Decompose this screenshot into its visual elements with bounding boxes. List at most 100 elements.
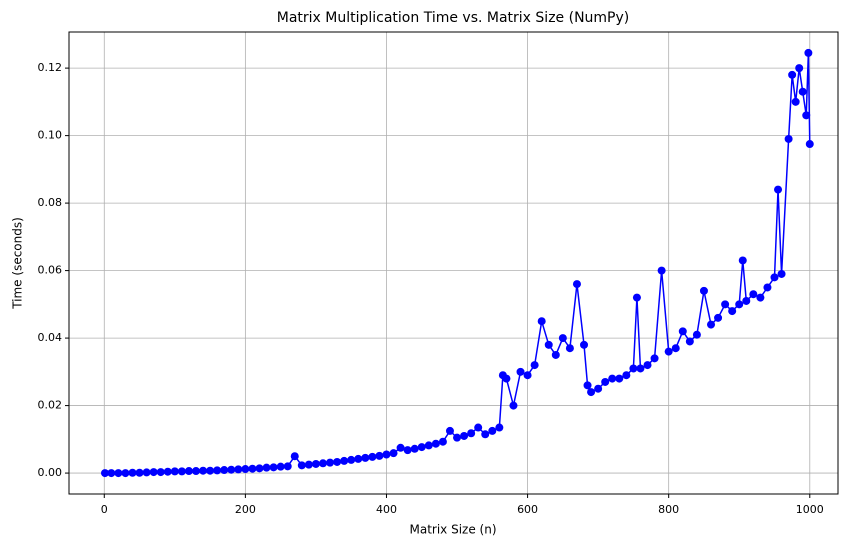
marker [798,87,807,96]
marker [735,300,744,309]
marker [403,446,412,455]
marker [474,423,483,432]
marker [467,429,476,438]
marker [333,457,342,466]
marker [523,371,532,380]
marker [396,443,405,452]
marker [191,467,200,476]
y-tick-label: 0.00 [38,466,63,479]
marker [269,463,278,472]
marker [121,469,130,478]
marker [135,468,144,477]
marker [714,313,723,322]
marker [763,283,772,292]
marker [742,296,751,305]
y-tick-label: 0.02 [38,399,63,412]
marker [650,354,659,363]
marker [382,450,391,459]
marker [678,327,687,336]
marker [580,340,589,349]
marker [509,401,518,410]
marker [671,344,680,353]
marker [177,467,186,476]
marker [756,293,765,302]
marker [368,452,377,461]
marker [558,334,567,343]
x-tick-label: 800 [658,503,679,516]
x-tick-label: 200 [235,503,256,516]
marker [163,467,172,476]
marker [657,266,666,275]
marker [795,64,804,73]
marker [495,423,504,432]
x-tick-label: 0 [101,503,108,516]
marker [583,381,592,390]
marker [777,269,786,278]
marker [770,273,779,282]
marker [220,466,229,475]
marker [805,140,814,149]
marker [227,465,236,474]
marker [453,433,462,442]
y-tick-label: 0.06 [38,264,63,277]
marker [721,300,730,309]
marker [290,452,299,461]
marker [431,439,440,448]
marker [488,426,497,435]
marker [738,256,747,265]
marker [347,455,356,464]
marker [354,454,363,463]
marker [707,320,716,329]
marker [728,307,737,316]
marker [615,374,624,383]
marker [375,451,384,460]
marker [128,468,137,477]
marker [100,469,109,478]
marker [587,388,596,397]
marker [622,371,631,380]
marker [234,465,243,474]
marker [389,449,398,458]
marker [276,462,285,471]
marker [241,465,250,474]
marker [248,464,257,473]
y-tick-label: 0.08 [38,196,63,209]
marker [410,444,419,453]
marker [784,134,793,143]
marker [184,467,193,476]
marker [749,290,758,299]
marker [516,367,525,376]
marker [199,466,208,475]
y-tick-label: 0.10 [38,129,63,142]
y-tick-label: 0.12 [38,61,63,74]
marker [326,458,335,467]
x-tick-label: 400 [376,503,397,516]
marker [438,437,447,446]
marker [481,430,490,439]
marker [318,459,327,468]
marker [142,468,151,477]
marker [551,350,560,359]
marker [156,468,165,477]
marker [601,377,610,386]
marker [544,340,553,349]
y-axis-label: Time (seconds) [11,217,25,310]
marker [283,462,292,471]
marker [502,374,511,383]
marker [206,466,215,475]
marker [629,364,638,373]
marker [692,330,701,339]
marker [361,453,370,462]
marker [699,286,708,295]
marker [685,337,694,346]
marker [255,464,264,473]
x-tick-label: 1000 [796,503,824,516]
chart-title: Matrix Multiplication Time vs. Matrix Si… [277,10,630,26]
marker [802,111,811,120]
plot-frame [68,31,839,495]
marker [664,347,673,356]
marker [340,456,349,465]
marker [107,469,116,478]
marker [460,431,469,440]
